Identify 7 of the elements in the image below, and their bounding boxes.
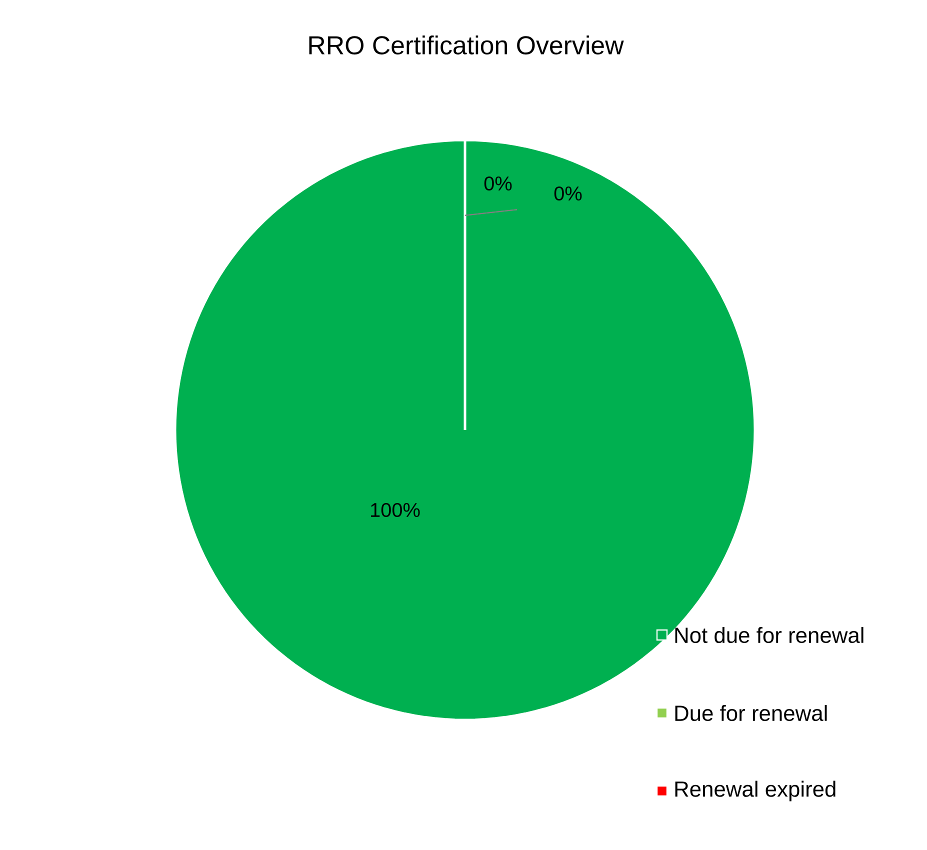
chart-title: RRO Certification Overview <box>309 35 624 55</box>
legend-label: Renewal expired <box>675 780 836 802</box>
text: 0% <box>554 186 582 201</box>
text: 0% <box>484 176 512 191</box>
data-label: 100% <box>371 502 420 518</box>
legend-label: Not due for renewal <box>675 626 864 644</box>
legend-label: Due for renewal <box>675 704 827 722</box>
